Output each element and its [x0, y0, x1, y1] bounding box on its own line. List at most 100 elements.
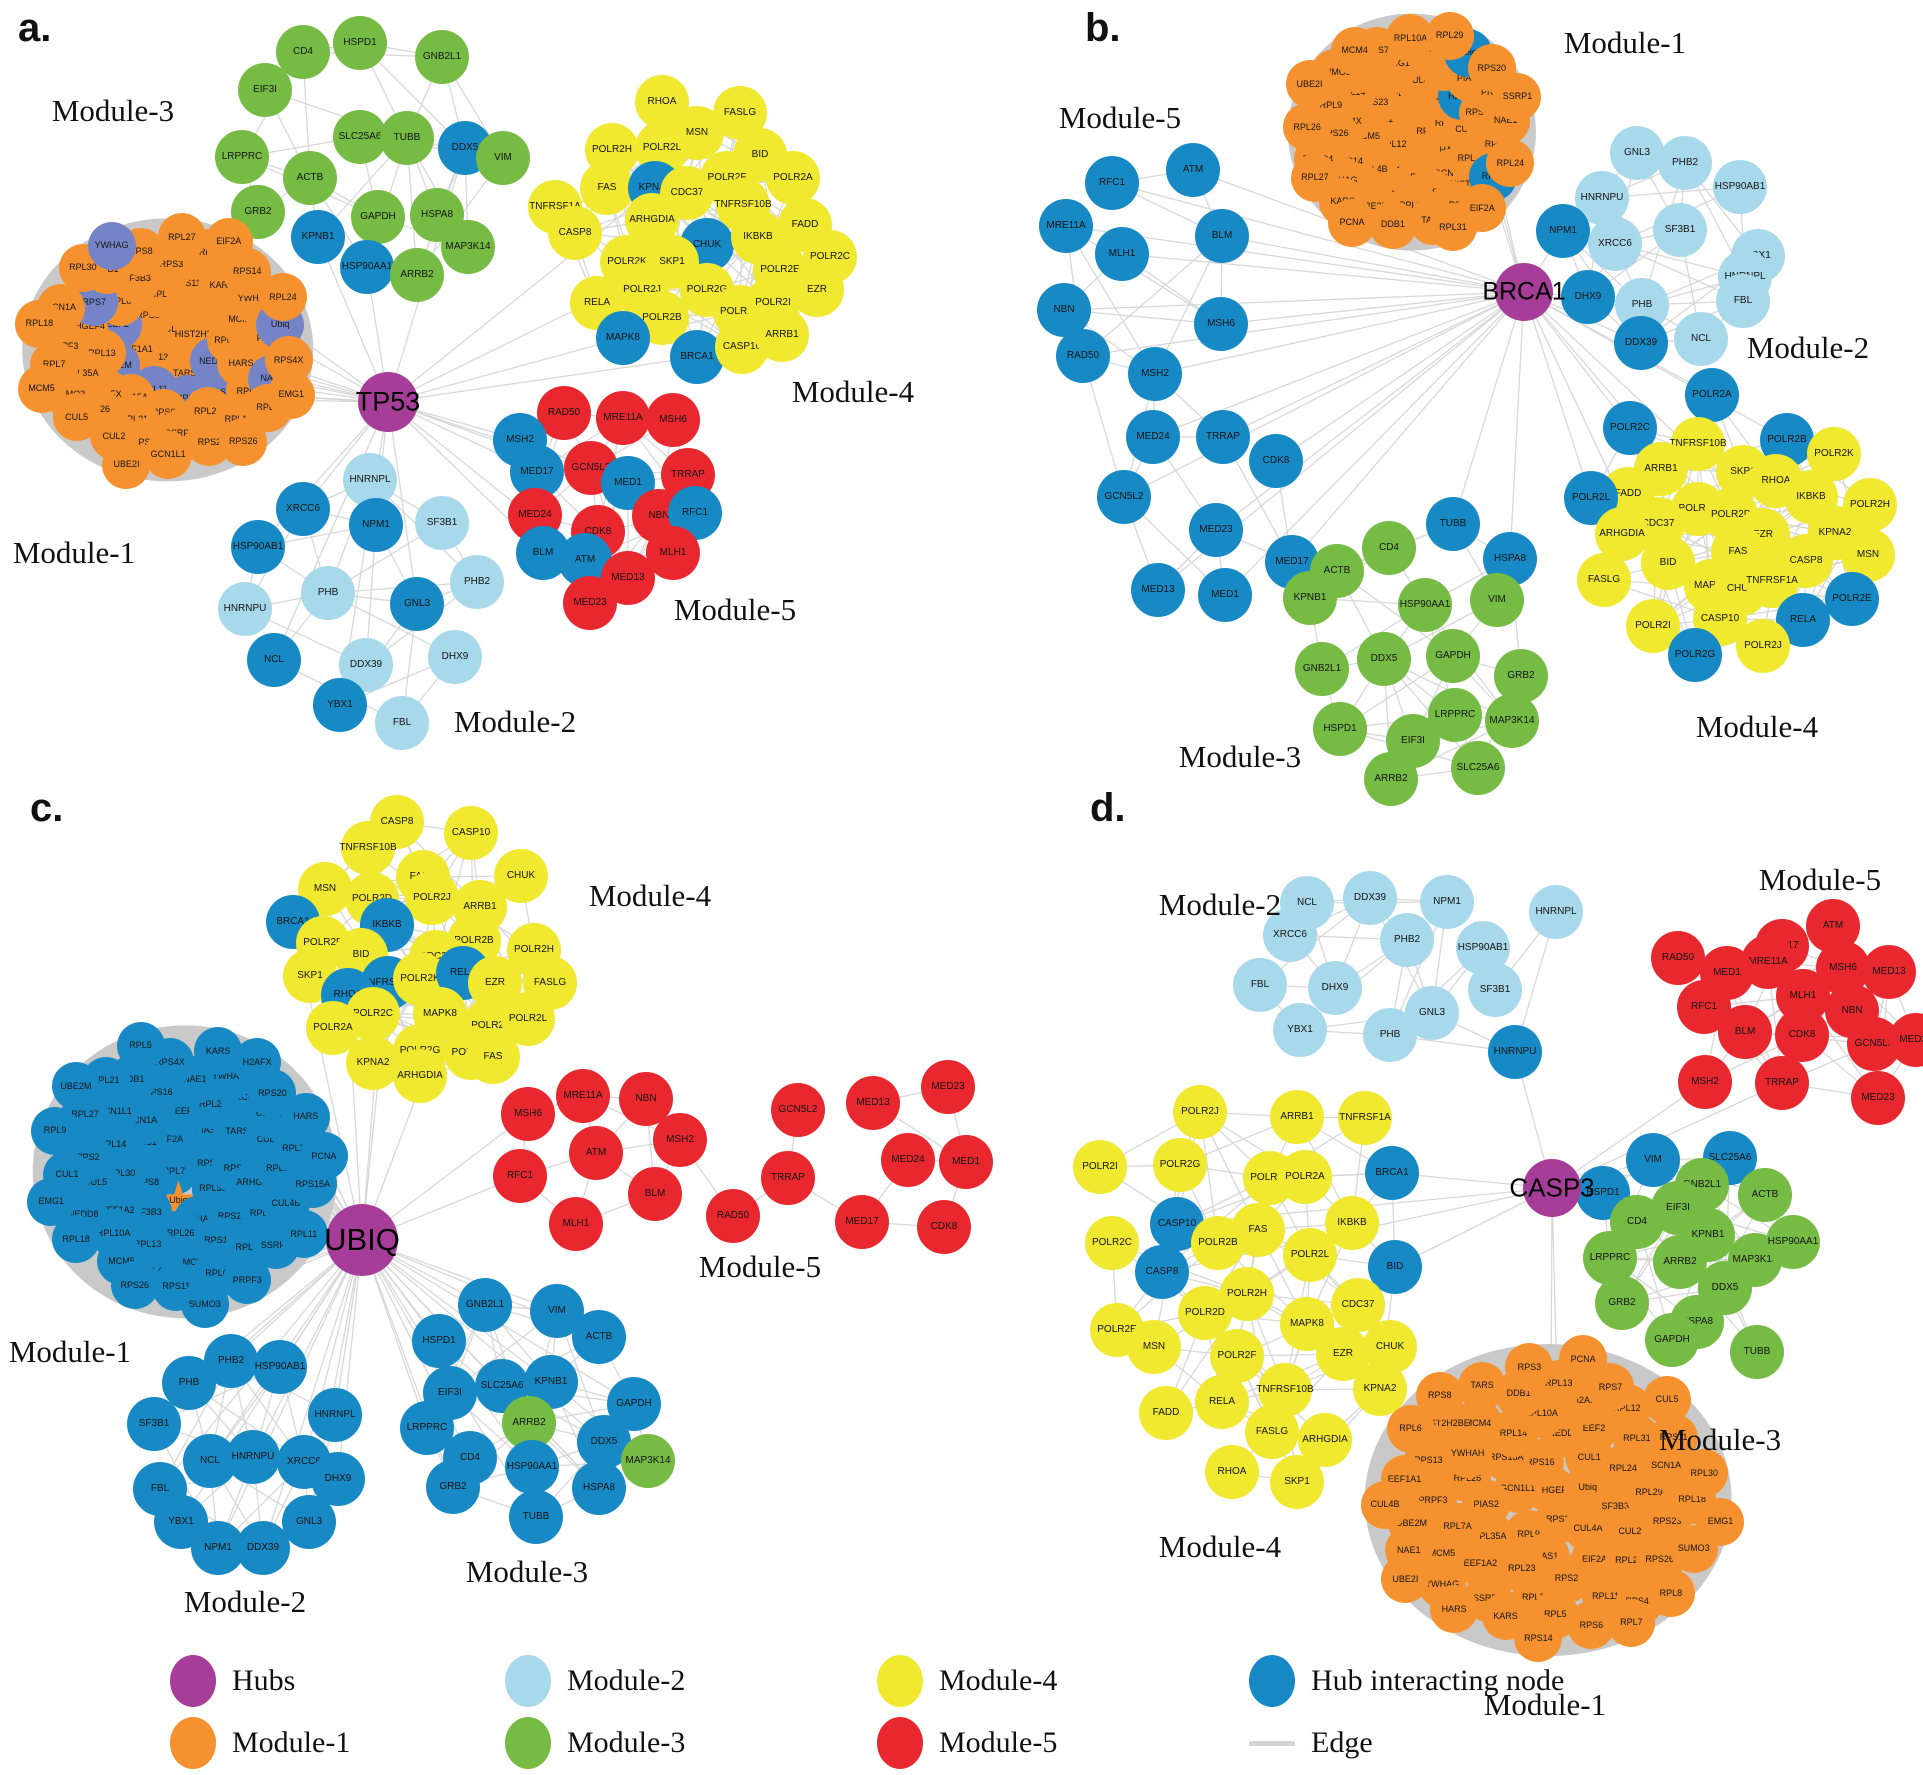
node-NPM1[interactable]: NPM1	[1536, 204, 1590, 258]
node-RELA[interactable]: RELA	[1195, 1375, 1249, 1429]
node-RPL5[interactable]: RPL5	[116, 1021, 165, 1070]
node-RPL24[interactable]: RPL24	[258, 273, 307, 322]
node-MED13[interactable]: MED13	[846, 1076, 900, 1130]
node-NCL[interactable]: NCL	[247, 633, 301, 687]
node-BLM[interactable]: BLM	[1718, 1005, 1772, 1059]
node-HSPD1[interactable]: HSPD1	[333, 16, 387, 70]
node-SF3B1[interactable]: SF3B1	[1653, 203, 1707, 257]
node-RFC1[interactable]: RFC1	[493, 1149, 547, 1203]
node-ACTB[interactable]: ACTB	[1738, 1168, 1792, 1222]
node-TUBB[interactable]: TUBB	[1730, 1325, 1784, 1379]
node-HSP90AA1[interactable]: HSP90AA1	[505, 1440, 559, 1494]
node-GNL3[interactable]: GNL3	[1610, 126, 1664, 180]
node-RPS26[interactable]: RPS26	[110, 1261, 159, 1310]
node-PHB[interactable]: PHB	[1363, 1008, 1417, 1062]
node-TUBB[interactable]: TUBB	[380, 111, 434, 165]
node-CASP10[interactable]: CASP10	[444, 806, 498, 860]
node-HNRNPU[interactable]: HNRNPU	[1488, 1025, 1542, 1079]
node-POLR2J[interactable]: POLR2J	[1736, 619, 1790, 673]
node-EIF3I[interactable]: EIF3I	[238, 63, 292, 117]
node-ARRB1[interactable]: ARRB1	[755, 308, 809, 362]
node-POLR2J[interactable]: POLR2J	[405, 871, 459, 925]
node-RPS8[interactable]: RPS8	[1415, 1371, 1464, 1420]
node-PHB2[interactable]: PHB2	[1658, 136, 1712, 190]
node-TNFRSF10B[interactable]: TNFRSF10B	[339, 821, 397, 875]
node-CD4[interactable]: CD4	[1362, 521, 1416, 575]
node-FAS[interactable]: FAS	[580, 161, 634, 215]
node-CUL4B[interactable]: CUL4B	[1361, 1480, 1410, 1529]
node-UBE2M[interactable]: UBE2M	[51, 1062, 100, 1111]
node-GRB2[interactable]: GRB2	[1595, 1276, 1649, 1330]
node-TNFRSF1A[interactable]: TNFRSF1A	[1338, 1091, 1392, 1145]
node-GNB2L1[interactable]: GNB2L1	[458, 1278, 512, 1332]
node-VIM[interactable]: VIM	[1470, 573, 1524, 627]
node-POLR2A[interactable]: POLR2A	[766, 151, 820, 205]
node-POLR2J[interactable]: POLR2J	[1173, 1085, 1227, 1139]
node-MED23[interactable]: MED23	[1851, 1071, 1905, 1125]
node-FBL[interactable]: FBL	[375, 696, 429, 750]
node-PCNA[interactable]: PCNA	[299, 1132, 348, 1181]
node-TRRAP[interactable]: TRRAP	[761, 1151, 815, 1205]
node-MAPK8[interactable]: MAPK8	[596, 311, 650, 365]
node-HSP90AB1[interactable]: HSP90AB1	[253, 1340, 307, 1394]
node-MRE11A[interactable]: MRE11A	[1039, 199, 1093, 253]
node-MSH2[interactable]: MSH2	[1128, 347, 1182, 401]
node-POLR2C[interactable]: POLR2C	[1085, 1216, 1139, 1270]
node-RAD50[interactable]: RAD50	[1651, 931, 1705, 985]
node-RPL18[interactable]: RPL18	[15, 299, 64, 348]
node-POLR2G[interactable]: POLR2G	[1153, 1138, 1207, 1192]
node-GAPDH[interactable]: GAPDH	[351, 190, 405, 244]
node-MSH6[interactable]: MSH6	[646, 393, 700, 447]
node-FADD[interactable]: FADD	[1139, 1386, 1193, 1440]
node-KPNB1[interactable]: KPNB1	[1283, 571, 1337, 625]
node-RPL31[interactable]: RPL31	[1428, 203, 1477, 252]
node-MSH2[interactable]: MSH2	[1678, 1055, 1732, 1109]
node-EMG1[interactable]: EMG1	[267, 370, 316, 419]
node-HSP90AA1[interactable]: HSP90AA1	[1766, 1215, 1820, 1269]
node-PCNA[interactable]: PCNA	[1559, 1335, 1608, 1384]
node-CASP8[interactable]: CASP8	[548, 206, 602, 260]
node-RPL24[interactable]: RPL24	[1486, 139, 1535, 188]
node-RAD50[interactable]: RAD50	[1056, 329, 1110, 383]
node-POLR2B[interactable]: POLR2B	[1191, 1216, 1245, 1270]
node-SF3B1[interactable]: SF3B1	[1468, 963, 1522, 1017]
node-RPL9[interactable]: RPL9	[30, 1106, 79, 1155]
node-GNB2L1[interactable]: GNB2L1	[415, 30, 469, 84]
node-EMG1[interactable]: EMG1	[1696, 1497, 1745, 1546]
node-CUL5[interactable]: CUL5	[1643, 1375, 1692, 1424]
node-ARRB1[interactable]: ARRB1	[1270, 1090, 1324, 1144]
node-HSPD1[interactable]: HSPD1	[1313, 702, 1367, 756]
hub-TP53[interactable]	[358, 372, 418, 432]
node-MSN[interactable]: MSN	[1127, 1320, 1181, 1374]
node-CASP8[interactable]: CASP8	[1135, 1245, 1189, 1299]
node-RFC1[interactable]: RFC1	[1085, 156, 1139, 210]
node-HSP90AA1[interactable]: HSP90AA1	[340, 240, 394, 294]
node-UBE2I[interactable]: UBE2I	[102, 440, 151, 489]
node-DDX39[interactable]: DDX39	[1614, 316, 1668, 370]
node-NBN[interactable]: NBN	[1037, 283, 1091, 337]
node-RPL27[interactable]: RPL27	[157, 213, 206, 262]
node-RHOA[interactable]: RHOA	[1205, 1445, 1259, 1499]
node-TUBB[interactable]: TUBB	[509, 1490, 563, 1544]
node-GAPDH[interactable]: GAPDH	[1426, 629, 1480, 683]
node-NCL[interactable]: NCL	[1674, 312, 1728, 366]
node-DHX9[interactable]: DHX9	[428, 630, 482, 684]
node-HSPA8[interactable]: HSPA8	[572, 1461, 626, 1515]
node-DDX39[interactable]: DDX39	[236, 1521, 290, 1575]
node-SLC25A6[interactable]: SLC25A6	[333, 110, 387, 164]
node-RPS3[interactable]: RPS3	[1505, 1343, 1554, 1392]
node-BRCA1[interactable]: BRCA1	[1365, 1146, 1419, 1200]
node-MED1[interactable]: MED1	[1198, 568, 1252, 622]
node-MED24[interactable]: MED24	[881, 1133, 935, 1187]
node-EMG1[interactable]: EMG1	[27, 1177, 76, 1226]
node-RAD50[interactable]: RAD50	[706, 1189, 760, 1243]
node-SLC25A6[interactable]: SLC25A6	[1451, 741, 1505, 795]
node-BLM[interactable]: BLM	[1195, 209, 1249, 263]
node-TUBB[interactable]: TUBB	[1426, 497, 1480, 551]
node-NPM1[interactable]: NPM1	[349, 498, 403, 552]
node-MLH1[interactable]: MLH1	[646, 526, 700, 580]
node-SUMO3[interactable]: SUMO3	[180, 1280, 229, 1329]
node-ARHGDIA[interactable]: ARHGDIA	[1595, 507, 1649, 561]
node-GNL3[interactable]: GNL3	[390, 577, 444, 631]
node-MED17[interactable]: MED17	[835, 1195, 889, 1249]
